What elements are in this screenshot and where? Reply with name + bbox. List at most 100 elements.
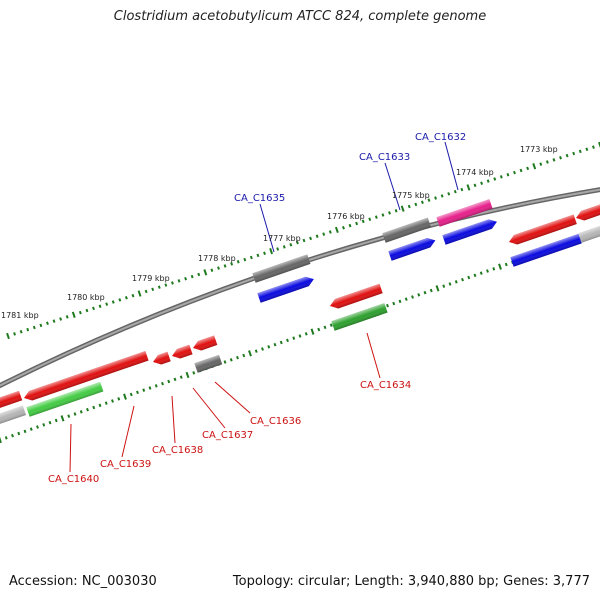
leader-ca-c1638 [172, 396, 175, 443]
minor-tick [560, 156, 561, 159]
gene-label-ca-c1637[interactable]: CA_C1637 [202, 430, 253, 441]
minor-tick [580, 150, 581, 153]
minor-tick [487, 270, 488, 273]
minor-tick [567, 154, 568, 157]
minor-tick [159, 286, 160, 289]
minor-tick [126, 296, 127, 299]
feature-ca-c1633-blue[interactable] [388, 236, 437, 261]
minor-tick [67, 315, 68, 318]
minor-tick [137, 391, 138, 394]
gene-label-ca-c1636[interactable]: CA_C1636 [250, 416, 301, 427]
minor-tick [50, 421, 51, 424]
feature-lightgray-left-shade [0, 406, 26, 425]
minor-tick [86, 309, 87, 312]
gene-labels: CA_C1632 CA_C1633 CA_C1635 CA_C1634 CA_C… [48, 132, 466, 485]
minor-tick [481, 272, 482, 275]
major-tick [0, 437, 1, 443]
minor-tick [376, 216, 377, 219]
feature-ca-c1636-gray-shade [194, 355, 222, 373]
minor-tick [18, 432, 19, 435]
ruler-label-1773: 1773 kbp [520, 145, 558, 154]
minor-tick [43, 423, 44, 426]
minor-tick [225, 265, 226, 268]
feature-ca-c1639-red[interactable] [151, 352, 170, 367]
minor-tick [475, 274, 476, 277]
minor-tick [156, 384, 157, 387]
minor-tick [461, 188, 462, 191]
minor-tick [225, 361, 226, 364]
feature-red-left-shade [0, 391, 22, 409]
minor-tick [586, 148, 587, 151]
feature-lightgray-edge[interactable] [578, 225, 600, 243]
feature-lightgray-left[interactable] [0, 406, 26, 425]
map-title: Clostridium acetobutylicum ATCC 824, com… [0, 9, 600, 24]
major-tick [187, 372, 189, 378]
major-tick [124, 394, 126, 400]
minor-tick [287, 339, 288, 342]
gene-label-ca-c1634[interactable]: CA_C1634 [360, 380, 411, 391]
minor-tick [507, 173, 508, 176]
gene-label-ca-c1640[interactable]: CA_C1640 [48, 474, 99, 485]
minor-tick [40, 324, 41, 327]
minor-tick [450, 283, 451, 286]
minor-tick [244, 258, 245, 261]
minor-tick [306, 332, 307, 335]
minor-tick [494, 178, 495, 181]
minor-tick [400, 300, 401, 303]
feature-ca-c1633-blue-shade [388, 236, 437, 261]
minor-tick [198, 273, 199, 276]
minor-tick [293, 337, 294, 340]
minor-tick [455, 190, 456, 193]
ruler-label-1775: 1775 kbp [392, 191, 430, 200]
feature-ca-c1638-red[interactable] [170, 345, 192, 361]
feature-ca-c1639-red-shade [151, 352, 170, 367]
major-tick [402, 206, 404, 212]
feature-ca-c1633-gray[interactable] [382, 218, 431, 243]
feature-red-edge-shade [574, 204, 600, 223]
minor-tick [81, 410, 82, 413]
minor-tick [150, 387, 151, 390]
major-tick [73, 312, 75, 318]
minor-tick [93, 307, 94, 310]
leader-ca-c1636 [215, 382, 250, 413]
minor-tick [132, 294, 133, 297]
minor-tick [514, 171, 515, 174]
minor-tick [356, 222, 357, 225]
minor-tick [350, 224, 351, 227]
ruler-label-1776: 1776 kbp [327, 212, 365, 221]
feature-red-edge[interactable] [574, 204, 600, 223]
minor-tick [181, 376, 182, 379]
minor-tick [456, 280, 457, 283]
gene-label-ca-c1638[interactable]: CA_C1638 [152, 445, 203, 456]
feature-ca-c1636-gray[interactable] [194, 355, 222, 373]
major-tick [336, 227, 338, 233]
minor-tick [488, 180, 489, 183]
gene-label-ca-c1633[interactable]: CA_C1633 [359, 152, 410, 163]
major-tick [62, 415, 64, 421]
minor-tick [106, 402, 107, 405]
minor-tick [540, 163, 541, 166]
minor-tick [382, 214, 383, 217]
gene-label-ca-c1635[interactable]: CA_C1635 [234, 193, 285, 204]
feature-ca-c1637-red[interactable] [191, 335, 217, 352]
major-tick [467, 185, 469, 191]
minor-tick [131, 393, 132, 396]
minor-tick [369, 218, 370, 221]
feature-red-left[interactable] [0, 391, 22, 409]
gene-label-ca-c1639[interactable]: CA_C1639 [100, 459, 151, 470]
minor-tick [331, 324, 332, 327]
gene-label-ca-c1632[interactable]: CA_C1632 [415, 132, 466, 143]
minor-tick [119, 299, 120, 302]
minor-tick [481, 182, 482, 185]
ruler-label-1780: 1780 kbp [67, 293, 105, 302]
minor-tick [415, 203, 416, 206]
minor-tick [406, 298, 407, 301]
minor-tick [243, 354, 244, 357]
leader-ca-c1633 [385, 163, 400, 210]
minor-tick [573, 152, 574, 155]
minor-tick [185, 277, 186, 280]
major-tick [533, 163, 535, 169]
minor-tick [468, 276, 469, 279]
